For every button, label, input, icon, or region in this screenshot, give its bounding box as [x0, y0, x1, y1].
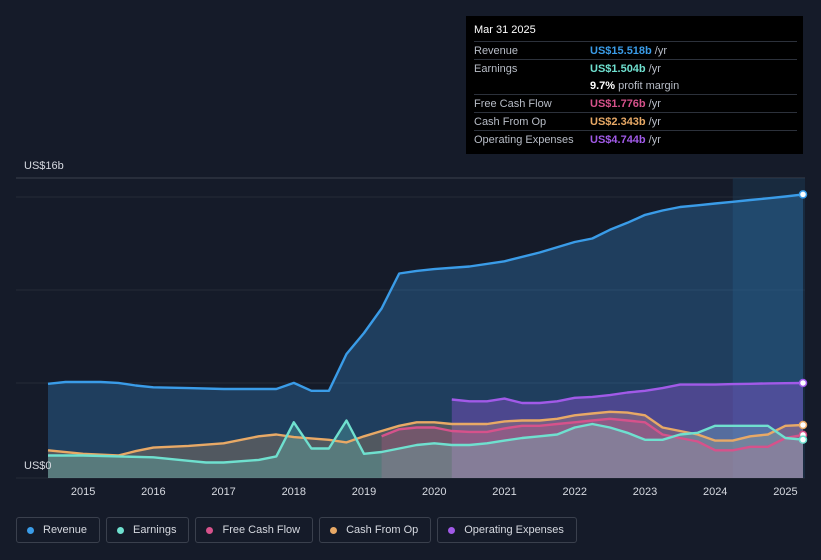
tooltip-row-unit: /yr [654, 45, 667, 57]
legend-dot-icon [330, 526, 338, 534]
tooltip-row: Earnings US$1.504b/yr [474, 59, 797, 77]
legend-item-cash-from-op[interactable]: Cash From Op [319, 517, 432, 543]
tooltip-row-value: US$1.504b [590, 63, 646, 75]
data-tooltip: Mar 31 2025 Revenue US$15.518b/yr Earnings… [466, 16, 803, 154]
legend-label: Revenue [43, 524, 88, 536]
tooltip-row: Revenue US$15.518b/yr [474, 41, 797, 59]
earnings-area [48, 420, 803, 478]
tooltip-row-value: US$4.744b [590, 134, 646, 146]
tooltip-row-value: US$1.776b [590, 98, 646, 110]
y-axis-bottom-label: US$0 [24, 460, 52, 472]
tooltip-row-unit: /yr [648, 134, 661, 146]
series-endpoints [798, 190, 808, 444]
earnings-endpoint [798, 435, 808, 444]
tooltip-row: Free Cash Flow US$1.776b/yr [474, 94, 797, 112]
x-tick-label: 2019 [352, 486, 376, 498]
x-tick-label: 2015 [71, 486, 95, 498]
tooltip-row-unit: /yr [648, 98, 661, 110]
legend-dot-icon [27, 526, 34, 534]
y-axis-top-label: US$16b [24, 160, 64, 172]
earnings-line [48, 419, 804, 464]
grid-lines [16, 177, 805, 479]
tooltip-row-value: US$2.343b [590, 116, 646, 128]
x-tick-label: 2021 [492, 486, 516, 498]
x-tick-label: 2023 [633, 486, 657, 498]
legend-dot-icon [117, 526, 125, 534]
tooltip-row-value: US$15.518b [590, 45, 652, 57]
legend-dot-icon [206, 526, 214, 534]
series-lines [47, 193, 804, 464]
tooltip-row-label: Cash From Op [474, 116, 547, 128]
legend-item-earnings[interactable]: Earnings [106, 517, 190, 543]
legend-label: Earnings [133, 524, 177, 536]
tooltip-row-label: Earnings [474, 63, 518, 75]
operating-expenses-endpoint [798, 378, 808, 388]
legend-item-operating-expenses[interactable]: Operating Expenses [437, 517, 577, 543]
tooltip-row-unit: /yr [648, 116, 661, 128]
tooltip-row-label: Operating Expenses [474, 134, 574, 146]
series-areas [48, 194, 803, 478]
x-tick-label: 2017 [211, 486, 235, 498]
tooltip-row: 9.7% profit margin [474, 77, 797, 94]
revenue-endpoint [798, 190, 808, 199]
revenue-area [48, 194, 803, 478]
x-axis-ticks: 2015 2016 2017 2018 2019 2020 2021 2022 2023 2024… [71, 486, 798, 498]
x-tick-label: 2016 [141, 486, 165, 498]
operating-expenses-area [451, 383, 803, 478]
tooltip-rows: Revenue US$15.518b/yr Earnings US$1.504b/yr… [474, 41, 797, 148]
tooltip-row-unit: /yr [648, 63, 661, 75]
tooltip-row: Cash From Op US$2.343b/yr [474, 112, 797, 130]
x-tick-label: 2024 [703, 486, 727, 498]
legend-label: Free Cash Flow [222, 524, 301, 536]
tooltip-row-unit: profit margin [618, 80, 680, 92]
x-tick-label: 2020 [422, 486, 446, 498]
operating-expenses-line [451, 381, 804, 405]
tooltip-date: Mar 31 2025 [474, 24, 536, 36]
legend-item-free-cash-flow[interactable]: Free Cash Flow [195, 517, 314, 543]
tooltip-row-label: Free Cash Flow [474, 98, 552, 110]
free-cash-flow-area [381, 418, 803, 478]
x-tick-label: 2018 [282, 486, 306, 498]
legend-dot-icon [448, 526, 456, 534]
legend-label: Operating Expenses [464, 524, 564, 536]
legend-item-revenue[interactable]: Revenue [16, 517, 101, 543]
x-tick-label: 2025 [773, 486, 797, 498]
tooltip-row: Operating Expenses US$4.744b/yr [474, 130, 797, 148]
x-tick-label: 2022 [563, 486, 587, 498]
tooltip-row-value: 9.7% [590, 80, 616, 92]
free-cash-flow-line [381, 417, 804, 452]
cash-from-op-endpoint [798, 420, 808, 430]
tooltip-row-label: Revenue [474, 45, 519, 57]
forecast-highlight-band [732, 178, 805, 478]
revenue-line [47, 193, 804, 392]
chart-legend: Revenue Earnings Free Cash Flow Cash From O… [16, 517, 577, 545]
legend-label: Cash From Op [346, 524, 419, 536]
